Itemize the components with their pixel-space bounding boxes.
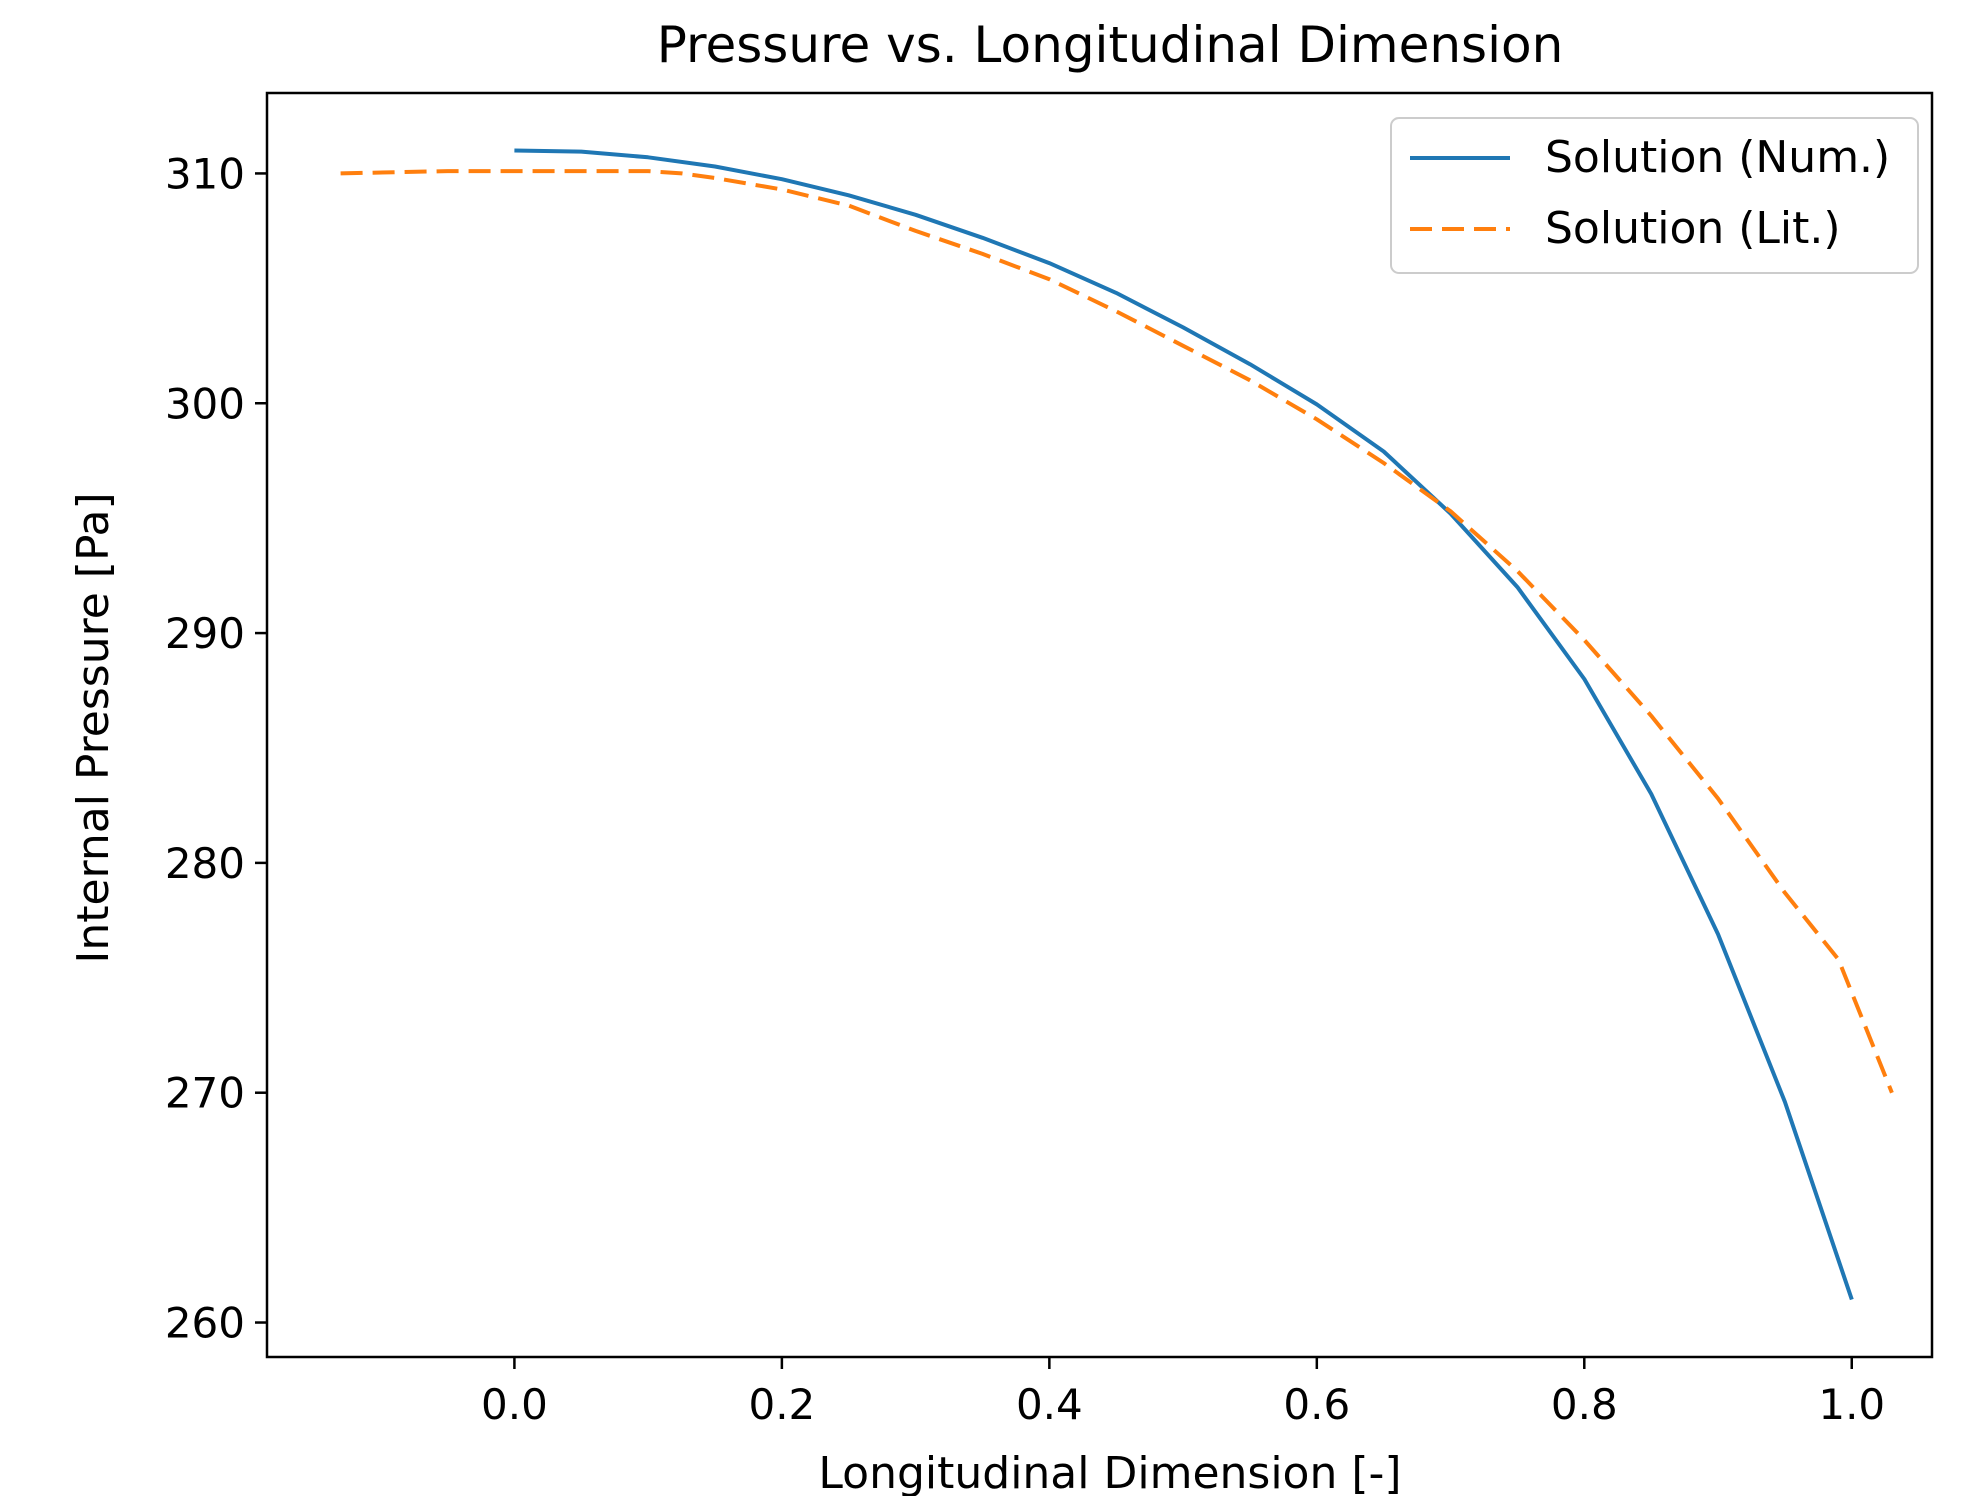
- series-line-lit: [340, 169, 1894, 1094]
- plot-area: [265, 91, 1934, 1359]
- y-tick-label: 300: [165, 379, 245, 428]
- x-axis: 0.0 0.2 0.4 0.6 0.8 1.0: [481, 1357, 1885, 1429]
- x-tick-label: 0.2: [748, 1380, 815, 1429]
- y-tick-label: 290: [165, 609, 245, 658]
- legend: Solution (Num.) Solution (Lit.): [1390, 117, 1919, 274]
- y-tick-label: 260: [165, 1299, 245, 1348]
- x-tick-label: 0.0: [481, 1380, 548, 1429]
- y-tick-label: 270: [165, 1069, 245, 1118]
- x-tick-label: 0.4: [1016, 1380, 1083, 1429]
- chart-title: Pressure vs. Longitudinal Dimension: [657, 16, 1564, 74]
- y-axis-label: Internal Pressure [Pa]: [68, 492, 119, 963]
- legend-box: [1390, 117, 1919, 274]
- legend-label-lit: Solution (Lit.): [1545, 203, 1841, 254]
- x-tick-label: 0.8: [1551, 1380, 1618, 1429]
- series-line-num: [514, 148, 1854, 1301]
- series-layer: [340, 148, 1894, 1301]
- x-tick-label: 1.0: [1818, 1380, 1885, 1429]
- y-tick-label: 310: [165, 149, 245, 198]
- plot-frame: [265, 91, 1934, 1359]
- y-tick-label: 280: [165, 839, 245, 888]
- x-tick-label: 0.6: [1283, 1380, 1350, 1429]
- x-axis-label: Longitudinal Dimension [-]: [818, 1448, 1401, 1496]
- legend-label-num: Solution (Num.): [1545, 132, 1890, 183]
- y-axis: 260 270 280 290 300 310: [165, 149, 267, 1348]
